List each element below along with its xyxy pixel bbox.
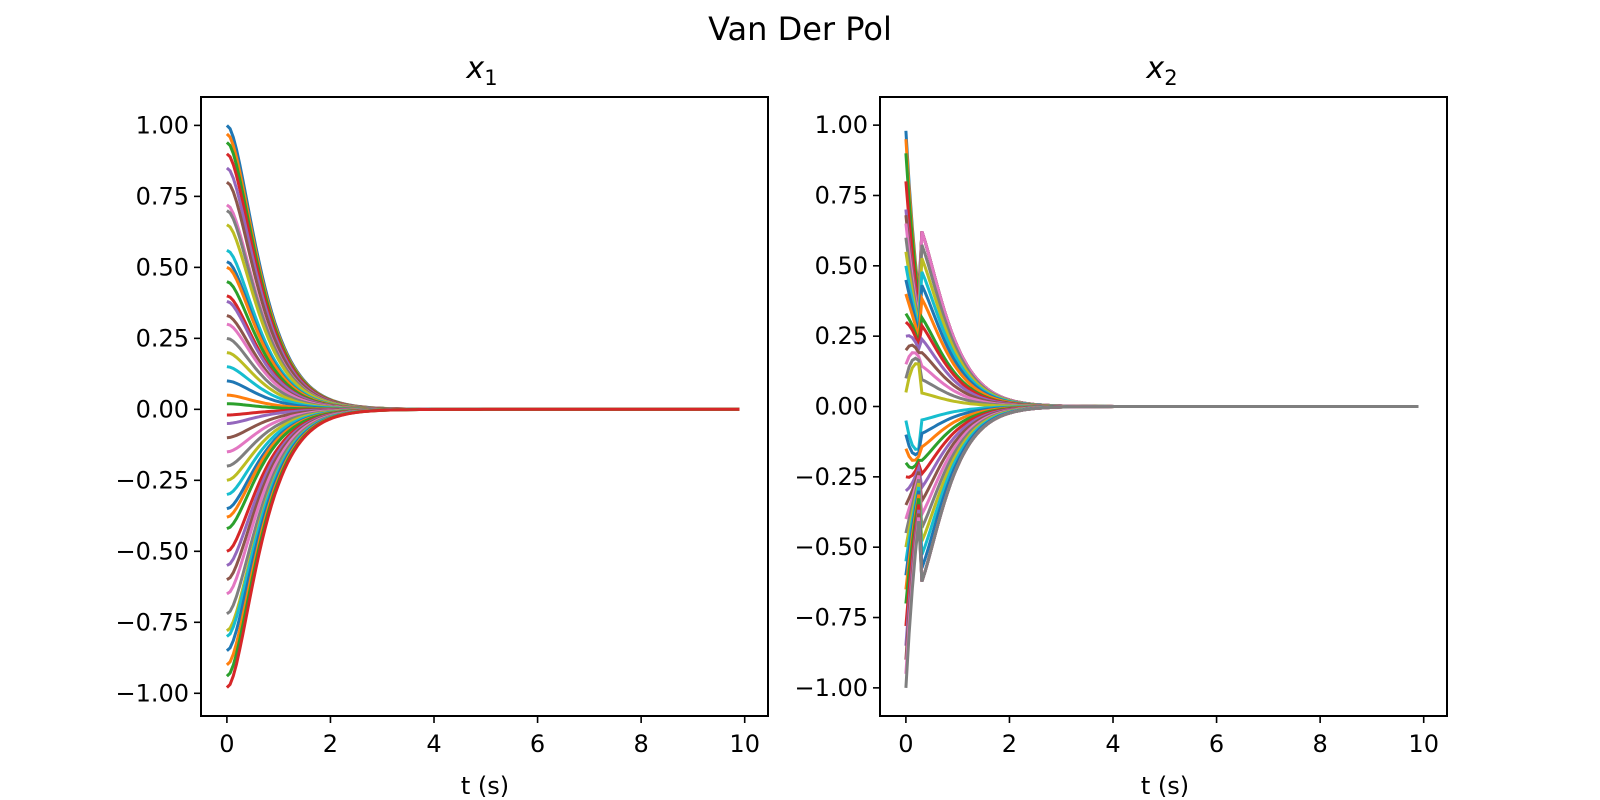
x-tick-label: 10 xyxy=(729,730,760,758)
series-line xyxy=(904,405,1419,576)
y-tick-label: −0.50 xyxy=(794,533,868,561)
y-tick-label: 0.00 xyxy=(136,395,189,423)
series-line xyxy=(904,215,1419,408)
subplot-x1-plot-area xyxy=(225,124,740,689)
subplot-x1-xlabel: t (s) xyxy=(461,772,509,800)
subplot-x2-title: x2 xyxy=(1145,51,1177,90)
series-line xyxy=(904,223,1419,408)
series-line xyxy=(225,166,740,411)
axes-frame xyxy=(200,96,769,717)
series-line xyxy=(225,407,740,638)
series-line xyxy=(225,181,740,411)
x-tick-label: 8 xyxy=(633,730,648,758)
series-line xyxy=(904,405,1419,627)
subplot-x2-plot-area xyxy=(904,130,1419,688)
series-line xyxy=(904,237,1419,408)
subplot-x2-axes: 1.00 0.75 0.50 0.25 0.00 −0.25 −0.50 −0.75 −1.00… xyxy=(794,96,1448,758)
series-line xyxy=(225,407,740,678)
series-line xyxy=(904,405,1419,604)
series-line xyxy=(904,405,1419,674)
y-tick-label: 0.25 xyxy=(815,322,868,350)
series-line xyxy=(225,141,740,411)
series-line xyxy=(225,124,740,411)
series-line xyxy=(225,407,740,666)
y-tick-label: 0.25 xyxy=(136,324,189,352)
y-tick-label: −1.00 xyxy=(115,679,189,707)
x-tick-label: 10 xyxy=(1408,730,1439,758)
series-line xyxy=(904,153,1419,408)
y-tick-label: 0.50 xyxy=(136,253,189,281)
y-tick-label: 0.00 xyxy=(815,393,868,421)
y-tick-label: −1.00 xyxy=(794,674,868,702)
subplot-x1-title: x1 xyxy=(465,51,497,90)
x-tick-label: 2 xyxy=(323,730,338,758)
x-tick-label: 6 xyxy=(1209,730,1224,758)
series-line xyxy=(904,405,1419,660)
subplot-x1: x1 1.00 0.75 0.50 0.25 0.00 −0.25 −0.50 −0.75 −1… xyxy=(115,51,769,800)
y-tick-label: 0.75 xyxy=(136,182,189,210)
series-line xyxy=(904,405,1419,590)
y-tick-label: 0.75 xyxy=(815,181,868,209)
x-tick-label: 4 xyxy=(426,730,441,758)
x-tick-label: 6 xyxy=(530,730,545,758)
x-tick-label: 0 xyxy=(898,730,913,758)
series-line xyxy=(904,130,1419,408)
series-line xyxy=(904,181,1419,408)
y-tick-label: −0.50 xyxy=(115,537,189,565)
x-tick-label: 4 xyxy=(1105,730,1120,758)
y-tick-label: −0.25 xyxy=(115,466,189,494)
x-tick-label: 2 xyxy=(1002,730,1017,758)
series-line xyxy=(904,405,1419,646)
series-line xyxy=(225,152,740,411)
series-line xyxy=(904,139,1419,408)
y-tick-label: 0.50 xyxy=(815,252,868,280)
series-line xyxy=(225,407,740,632)
x-tick-label: 0 xyxy=(219,730,234,758)
y-tick-label: −0.25 xyxy=(794,463,868,491)
y-tick-label: 1.00 xyxy=(815,111,868,139)
subplot-x2: x2 1.00 0.75 0.50 0.25 0.00 −0.25 −0.50 −0.75 −1… xyxy=(794,51,1448,800)
series-line xyxy=(225,407,740,689)
figure-title: Van Der Pol xyxy=(708,10,892,48)
y-tick-label: −0.75 xyxy=(115,608,189,636)
series-line xyxy=(904,209,1419,408)
y-tick-label: −0.75 xyxy=(794,604,868,632)
series-line xyxy=(225,407,740,652)
subplot-x2-xlabel: t (s) xyxy=(1141,772,1189,800)
subplot-x1-axes: 1.00 0.75 0.50 0.25 0.00 −0.25 −0.50 −0.75 −1.00… xyxy=(115,96,769,758)
series-line xyxy=(225,132,740,411)
series-line xyxy=(904,405,1419,688)
x-tick-label: 8 xyxy=(1312,730,1327,758)
y-tick-label: 1.00 xyxy=(136,111,189,139)
